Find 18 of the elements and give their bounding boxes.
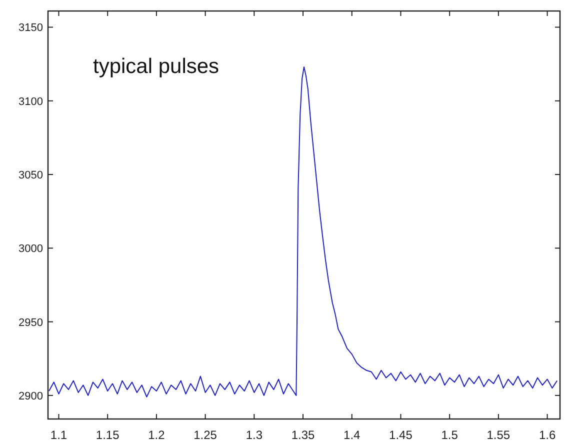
x-tick-label: 1.25 [194, 428, 218, 442]
x-tick-label: 1.15 [96, 428, 120, 442]
x-tick-label: 1.55 [486, 428, 510, 442]
x-tick-label: 1.2 [148, 428, 166, 442]
x-tick-label: 1.6 [538, 428, 556, 442]
x-tick-label: 1.35 [291, 428, 316, 442]
x-tick-label: 1.5 [441, 428, 458, 442]
x-tick-label: 1.1 [50, 428, 68, 442]
x-tick-label: 1.3 [246, 428, 263, 442]
y-tick-label: 3050 [18, 169, 43, 182]
y-tick-label: 3150 [18, 22, 43, 34]
x-tick-label: 1.4 [344, 428, 361, 442]
y-tick-label: 3100 [18, 96, 43, 108]
annotation: typical pulses [93, 55, 220, 78]
x-tick-label: 1.45 [389, 428, 413, 442]
y-tick-label: 3000 [18, 243, 43, 256]
y-tick-label: 2950 [18, 316, 43, 329]
y-tick-label: 2900 [18, 390, 43, 402]
